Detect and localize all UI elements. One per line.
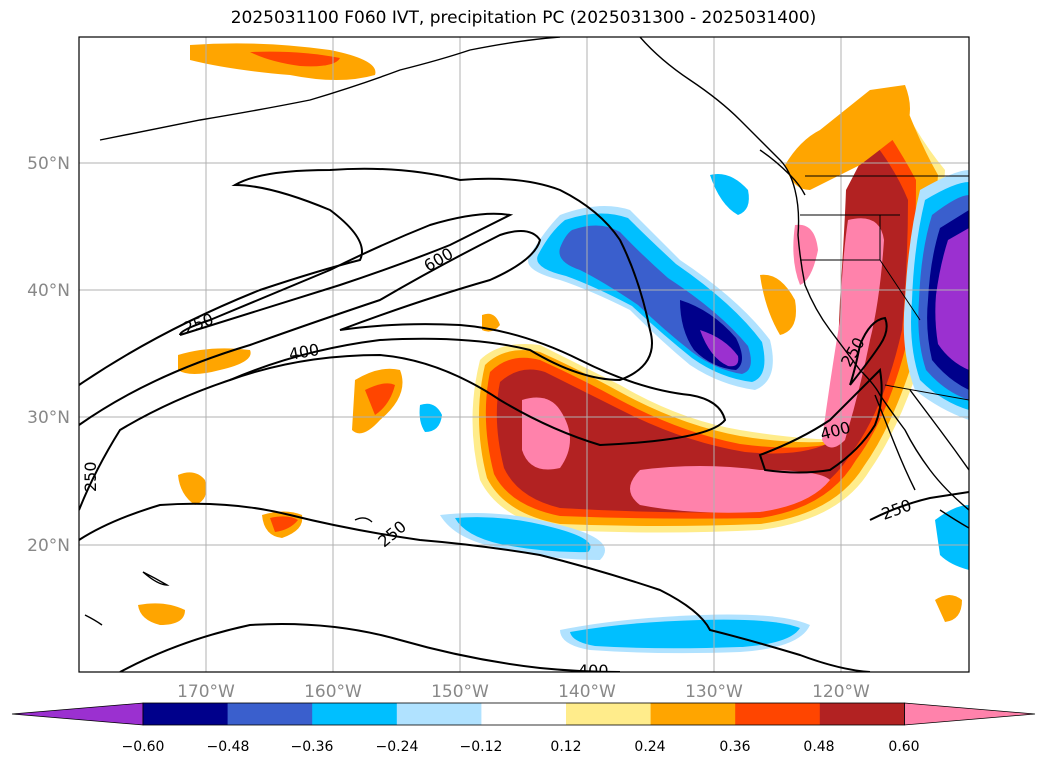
border-ca-nv (879, 215, 921, 321)
coastlines (84, 37, 969, 626)
precip-patch-c3 (482, 313, 500, 332)
colorbar-cell (143, 703, 229, 725)
coast-bc-island (759, 149, 806, 196)
colorbar: −0.60 −0.48 −0.36 −0.24 −0.12 0.12 0.24 … (11, 702, 1036, 755)
map-border (78, 36, 970, 673)
colorbar-cell (735, 703, 821, 725)
colorbar-label: −0.24 (376, 739, 419, 755)
lon-label: 160°W (304, 682, 362, 702)
lon-label: 140°W (558, 682, 616, 702)
precip-patch-nw-coast (785, 85, 910, 190)
contour-label: 250 (81, 461, 100, 492)
colorbar-cells (11, 702, 1036, 726)
precip-patch-s2b (570, 619, 800, 649)
precip-patch-se1 (935, 505, 969, 570)
lon-label: 170°W (177, 682, 235, 702)
precip-patch-w5 (138, 603, 185, 625)
colorbar-extend-left (11, 702, 144, 726)
lon-label: 120°W (812, 682, 870, 702)
precip-patch-sw-ak (710, 174, 749, 215)
colorbar-border (142, 702, 905, 726)
lon-labels: 170°W 160°W 150°W 140°W 130°W 120°W (177, 682, 870, 702)
coast-alaska (99, 37, 561, 141)
ivt-250-se (869, 491, 969, 521)
precip-patch-c1 (419, 403, 442, 432)
precip-patch-se2 (935, 595, 962, 622)
ivt-250-trop (119, 623, 621, 672)
coast-alaska-panhandle (639, 37, 796, 191)
precip-band-pink (522, 397, 570, 470)
colorbar-label: −0.12 (460, 739, 503, 755)
colorbar-labels: −0.60 −0.48 −0.36 −0.24 −0.12 0.12 0.24 … (122, 739, 920, 755)
colorbar-label: 0.24 (634, 739, 665, 755)
lon-label: 130°W (685, 682, 743, 702)
precip-patch-s1b (455, 517, 591, 553)
colorbar-cell (312, 703, 398, 725)
ivt-east-loop (758, 367, 883, 474)
precip-patch-w2 (178, 348, 251, 374)
map-panel[interactable]: 250 400 600 250 400 250 250 250 400 (79, 37, 969, 680)
colorbar-cell (566, 703, 652, 725)
border-us-mex (884, 384, 969, 401)
precip-neg-east-purple (935, 228, 969, 370)
coast-gulf-ca (909, 389, 969, 471)
coast-hawaii-2 (142, 571, 170, 586)
precip-patch-w3r (270, 516, 298, 532)
lon-label: 150°W (431, 682, 489, 702)
colorbar-label: −0.36 (291, 739, 334, 755)
precip-neg-purple (700, 330, 739, 367)
lat-labels: 50°N 40°N 30°N 20°N (27, 154, 70, 556)
colorbar-cell (481, 703, 567, 725)
precip-band-pink-4 (793, 224, 818, 285)
coast-baja (874, 394, 916, 491)
contour-label: 400 (578, 661, 609, 680)
ivt-contours (79, 167, 969, 672)
lat-label: 20°N (27, 536, 70, 556)
colorbar-cell (396, 703, 482, 725)
colorbar-label: 0.60 (888, 739, 919, 755)
borders (800, 175, 969, 401)
colorbar-cell (819, 703, 905, 725)
precip-band-pink-3 (822, 218, 884, 448)
precip-band-darkred (496, 140, 908, 513)
lat-label: 40°N (27, 281, 70, 301)
lat-label: 50°N (27, 154, 70, 174)
coast-hawaii-1 (354, 517, 373, 523)
precip-patch-w1r (365, 383, 395, 415)
colorbar-cell (650, 703, 736, 725)
map-title: 2025031100 F060 IVT, precipitation PC (2… (230, 8, 817, 28)
precip-patch-w4 (178, 472, 207, 505)
colorbar-label: 0.36 (719, 739, 750, 755)
coast-mexico-south (939, 509, 969, 529)
colorbar-label: −0.60 (122, 739, 165, 755)
lat-label: 30°N (27, 408, 70, 428)
colorbar-cell (227, 703, 313, 725)
ivt-600 (179, 212, 514, 336)
ivt-east-250 (849, 316, 888, 386)
ivt-400 (79, 230, 727, 447)
graticule (79, 37, 969, 672)
colorbar-label: 0.12 (550, 739, 581, 755)
precip-patch-aleutian-red (250, 51, 340, 67)
colorbar-extend-right (904, 702, 1036, 726)
precip-band-pink-2 (630, 466, 830, 513)
colorbar-label: −0.48 (207, 739, 250, 755)
ivt-250-south (79, 502, 871, 672)
colorbar-label: 0.48 (803, 739, 834, 755)
coast-west-us (794, 189, 969, 511)
coast-hawaii-3 (84, 614, 103, 626)
